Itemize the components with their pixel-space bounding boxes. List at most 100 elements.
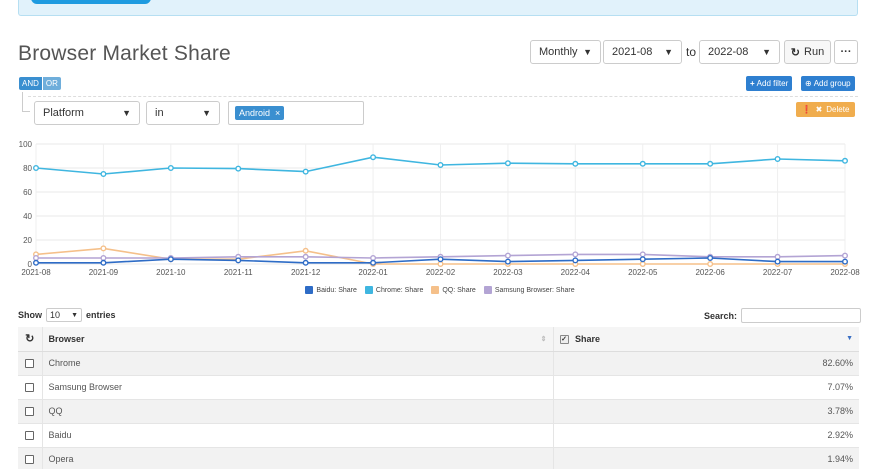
filter-operator-select[interactable]: in ▼: [146, 101, 220, 125]
chevron-down-icon: ▼: [71, 311, 78, 319]
x-tick-label: 2021-12: [291, 268, 321, 277]
row-checkbox-cell[interactable]: [18, 447, 43, 469]
plus-icon: +: [750, 79, 755, 88]
plus-circle-icon: ⊕: [805, 79, 812, 88]
browser-column-header[interactable]: Browser ⇕: [42, 327, 554, 352]
table-row[interactable]: Samsung Browser 7.07%: [18, 375, 859, 400]
row-checkbox-cell[interactable]: [18, 423, 43, 448]
row-checkbox[interactable]: [25, 359, 35, 369]
data-point: [504, 258, 511, 265]
table-row[interactable]: Opera 1.94%: [18, 447, 859, 469]
table-row[interactable]: Chrome 82.60%: [18, 351, 859, 376]
data-point: [774, 253, 781, 260]
search-input[interactable]: [741, 308, 862, 323]
data-point: [774, 156, 781, 163]
browser-cell: Samsung Browser: [42, 375, 554, 400]
legend-item[interactable]: Samsung Browser: Share: [483, 286, 575, 294]
or-button[interactable]: OR: [42, 77, 61, 90]
page-title: Browser Market Share: [18, 42, 231, 65]
data-point: [33, 165, 40, 172]
legend-label: Baidu: Share: [316, 286, 357, 294]
data-point: [572, 251, 579, 258]
row-checkbox-cell[interactable]: [18, 375, 43, 400]
filter-field-select[interactable]: Platform ▼: [34, 101, 140, 125]
add-group-button[interactable]: ⊕ Add group: [801, 76, 855, 91]
data-point: [504, 160, 511, 167]
refresh-column-header[interactable]: ↻: [18, 327, 43, 352]
row-checkbox[interactable]: [25, 383, 35, 393]
refresh-icon: ↻: [790, 46, 801, 59]
legend-swatch: [431, 286, 440, 294]
and-or-toggle: AND OR: [19, 77, 61, 90]
chip-remove-icon[interactable]: ×: [275, 108, 281, 118]
info-banner: [18, 0, 858, 16]
data-point: [370, 154, 377, 161]
row-checkbox[interactable]: [25, 455, 35, 465]
data-point: [639, 256, 646, 263]
run-button[interactable]: ↻ Run: [784, 40, 831, 64]
data-point: [235, 257, 242, 264]
table-row[interactable]: QQ 3.78%: [18, 399, 859, 424]
x-tick-label: 2022-03: [493, 268, 523, 277]
chip-label: Android: [239, 108, 271, 118]
filter-value-input[interactable]: Android ×: [228, 101, 364, 125]
row-checkbox-cell[interactable]: [18, 351, 43, 376]
y-tick-label: 0: [28, 260, 33, 269]
data-point: [572, 160, 579, 167]
more-label: ···: [840, 46, 852, 58]
data-point: [302, 247, 309, 254]
row-checkbox[interactable]: [25, 407, 35, 417]
x-tick-label: 2022-05: [628, 268, 658, 277]
x-tick-label: 2021-08: [21, 268, 51, 277]
banner-button[interactable]: [31, 0, 151, 4]
browser-cell: Chrome: [42, 351, 554, 376]
x-tick-label: 2022-08: [830, 268, 860, 277]
chart-legend: Baidu: Share Chrome: Share QQ: Share Samsun…: [0, 286, 880, 294]
data-point: [707, 254, 714, 261]
legend-item[interactable]: QQ: Share: [431, 286, 476, 294]
x-tick-label: 2021-11: [224, 268, 253, 277]
add-filter-button[interactable]: + Add filter: [746, 76, 793, 91]
data-point: [100, 259, 107, 266]
and-button[interactable]: AND: [19, 77, 42, 90]
data-point: [33, 254, 40, 261]
page-length-value: 10: [50, 310, 61, 320]
data-point: [639, 260, 646, 267]
page-length-select[interactable]: 10 ▼: [46, 308, 82, 322]
chevron-down-icon: ▼: [122, 108, 131, 118]
table-header-row: ↻ Browser ⇕ ✓ Share ▼: [18, 327, 859, 352]
delete-rule-button[interactable]: ❗ ✖ Delete: [796, 102, 855, 117]
to-label: to: [686, 45, 697, 59]
legend-item[interactable]: Baidu: Share: [305, 286, 357, 294]
data-point: [504, 252, 511, 259]
legend-label: QQ: Share: [442, 286, 476, 294]
filter-operator-value: in: [155, 107, 164, 119]
rule-connector: [22, 92, 30, 112]
table-row[interactable]: Baidu 2.92%: [18, 423, 859, 448]
table-search: Search:: [704, 308, 862, 323]
legend-label: Samsung Browser: Share: [494, 286, 575, 294]
data-point: [707, 260, 714, 267]
add-filter-label: Add filter: [756, 79, 789, 88]
to-date-select[interactable]: 2022-08 ▼: [699, 40, 780, 64]
sort-icon: ⇕: [540, 336, 547, 343]
data-point: [437, 256, 444, 263]
from-date-select[interactable]: 2021-08 ▼: [603, 40, 682, 64]
x-tick-label: 2022-02: [426, 268, 456, 277]
legend-item[interactable]: Chrome: Share: [364, 286, 423, 294]
data-point: [302, 253, 309, 260]
x-tick-label: 2022-04: [561, 268, 591, 277]
row-checkbox-cell[interactable]: [18, 399, 43, 424]
interval-select[interactable]: Monthly ▼: [530, 40, 601, 64]
data-point: [100, 171, 107, 178]
share-column-header[interactable]: ✓ Share ▼: [553, 327, 859, 352]
legend-swatch: [305, 286, 314, 294]
row-checkbox[interactable]: [25, 431, 35, 441]
data-point: [572, 257, 579, 264]
y-tick-label: 40: [23, 212, 32, 221]
y-tick-label: 60: [23, 188, 32, 197]
show-label: Show: [18, 310, 42, 320]
data-point: [842, 157, 849, 164]
browser-cell: Opera: [42, 447, 554, 469]
more-options-button[interactable]: ···: [834, 40, 858, 64]
